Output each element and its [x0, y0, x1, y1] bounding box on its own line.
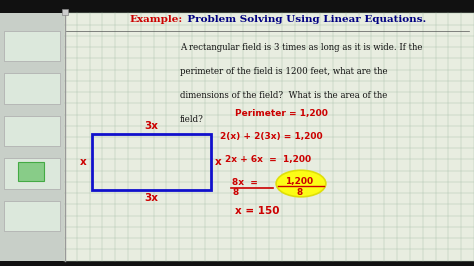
Text: 8x  =: 8x =	[232, 178, 258, 187]
Text: Example:: Example:	[130, 15, 183, 24]
Text: 2x + 6x  =  1,200: 2x + 6x = 1,200	[225, 155, 311, 164]
Text: x: x	[215, 157, 221, 167]
Bar	[64, 13, 474, 261]
Text: 3x: 3x	[145, 121, 159, 131]
Bar	[0, 13, 64, 261]
Text: field?: field?	[180, 115, 204, 124]
Text: 3x: 3x	[145, 193, 159, 203]
Bar	[92, 134, 211, 190]
Text: Perimeter = 1,200: Perimeter = 1,200	[235, 109, 328, 118]
Bar	[4, 31, 60, 61]
Text: x = 150: x = 150	[235, 206, 279, 217]
Bar	[0, 0, 474, 13]
Bar	[4, 116, 60, 146]
Text: 8: 8	[232, 188, 238, 197]
Bar	[4, 201, 60, 231]
Text: perimeter of the field is 1200 feet, what are the: perimeter of the field is 1200 feet, wha…	[180, 67, 388, 76]
Bar	[4, 158, 60, 189]
Ellipse shape	[276, 170, 326, 197]
Bar	[18, 162, 44, 181]
Text: 1,200: 1,200	[285, 177, 314, 186]
Text: 2(x) + 2(3x) = 1,200: 2(x) + 2(3x) = 1,200	[220, 132, 323, 142]
Bar	[62, 9, 68, 15]
Text: x: x	[80, 157, 86, 167]
Text: Problem Solving Using Linear Equations.: Problem Solving Using Linear Equations.	[180, 15, 427, 24]
Bar	[4, 73, 60, 104]
Text: 8: 8	[296, 188, 303, 197]
Text: A rectangular field is 3 times as long as it is wide. If the: A rectangular field is 3 times as long a…	[180, 43, 423, 52]
Text: dimensions of the field?  What is the area of the: dimensions of the field? What is the are…	[180, 91, 387, 100]
Bar	[0, 261, 474, 266]
